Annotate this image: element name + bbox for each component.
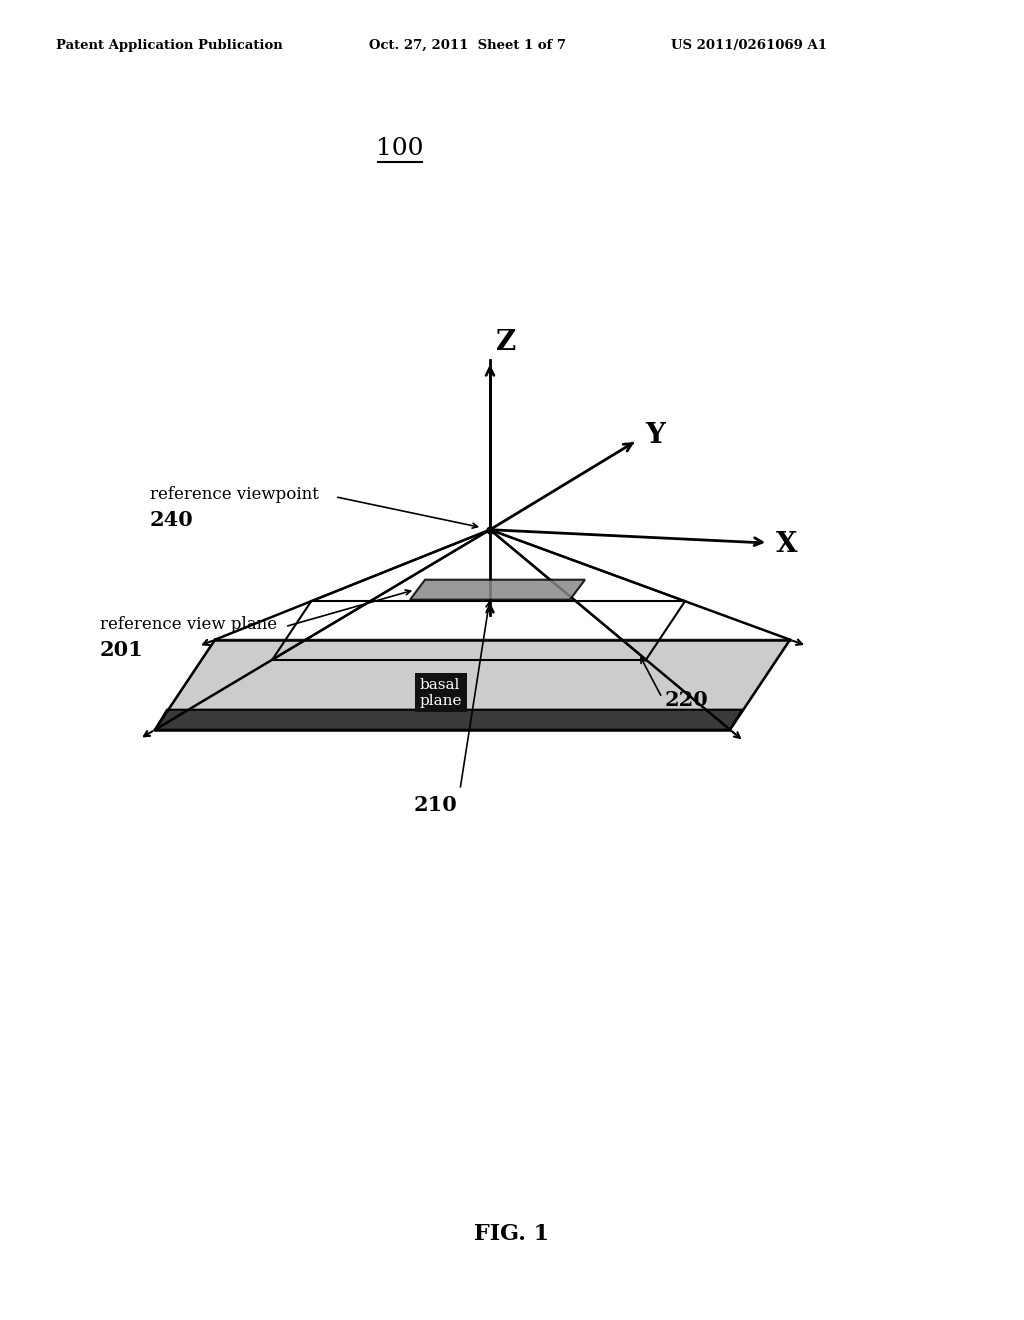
Text: FIG. 1: FIG. 1 — [474, 1224, 550, 1245]
Text: 220: 220 — [665, 689, 709, 710]
Text: Y: Y — [645, 422, 666, 449]
Text: Z: Z — [496, 329, 516, 355]
Text: reference view plane: reference view plane — [100, 616, 278, 634]
Text: US 2011/0261069 A1: US 2011/0261069 A1 — [671, 38, 826, 51]
Text: reference viewpoint: reference viewpoint — [150, 486, 318, 503]
Text: basal
plane: basal plane — [420, 677, 463, 708]
Text: 201: 201 — [100, 640, 143, 660]
Text: 210: 210 — [413, 795, 457, 814]
Text: 100: 100 — [376, 137, 424, 160]
Polygon shape — [155, 640, 790, 730]
Text: Patent Application Publication: Patent Application Publication — [56, 38, 283, 51]
Polygon shape — [155, 710, 742, 730]
Text: Oct. 27, 2011  Sheet 1 of 7: Oct. 27, 2011 Sheet 1 of 7 — [369, 38, 565, 51]
Polygon shape — [410, 579, 585, 599]
Text: X: X — [776, 531, 798, 558]
Text: 240: 240 — [150, 510, 194, 529]
